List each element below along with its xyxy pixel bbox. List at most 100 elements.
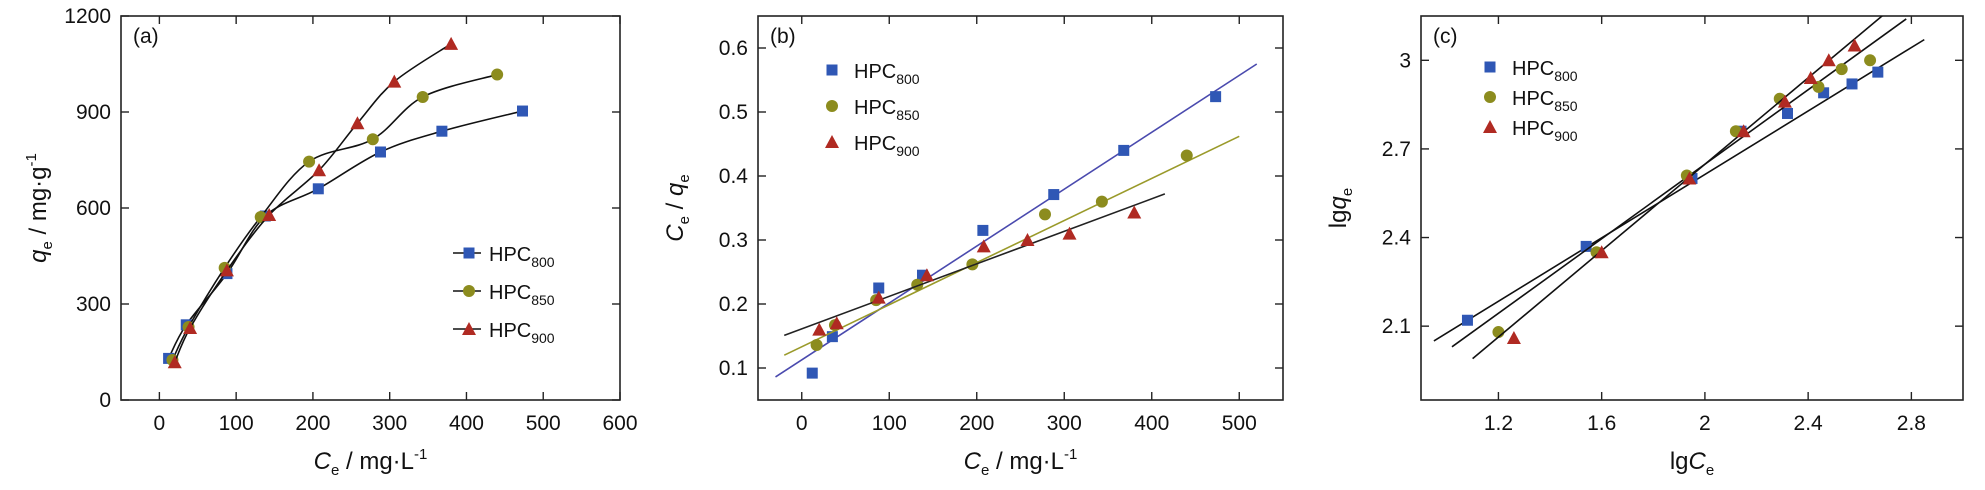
- data-point: [871, 290, 886, 304]
- data-point: [1803, 71, 1818, 85]
- data-point: [262, 208, 277, 222]
- fit-line: [1433, 38, 1925, 342]
- legend: HPC800 HPC850 HPC900: [453, 244, 555, 346]
- legend-marker: [1484, 91, 1496, 103]
- x-tick-label: 2.8: [1897, 412, 1926, 435]
- x-tick-label: 600: [602, 412, 637, 435]
- data-point: [1461, 314, 1473, 326]
- data-point: [374, 146, 386, 158]
- data-point: [350, 116, 365, 130]
- data-point: [1835, 63, 1848, 76]
- data-point: [1846, 78, 1858, 90]
- data-point: [1506, 330, 1521, 344]
- x-tick-label: 0: [796, 412, 808, 435]
- chart-panel-2: 0 100 200 300 400 500 0.1 0.2 0.3 0.4 0.5 0.6 (b) Ce …: [662, 15, 1284, 479]
- panel-label: (a): [133, 25, 159, 48]
- legend-marker: [1483, 120, 1497, 133]
- y-axis-title: lgqe: [1325, 188, 1356, 228]
- data-point: [1580, 240, 1592, 252]
- chart-panel-3: 1.2 1.6 2 2.4 2.8 2.1 2.4 2.7 3 (c) lgCe lgqe HPC800…: [1325, 15, 1964, 479]
- data-point: [219, 263, 234, 277]
- y-tick-label: 300: [76, 293, 111, 316]
- data-point: [491, 68, 504, 81]
- data-point: [312, 183, 324, 195]
- data-point: [303, 155, 316, 168]
- legend-marker: [825, 135, 839, 148]
- data-point: [1095, 195, 1108, 208]
- data-point: [873, 282, 885, 294]
- y-tick-label: 0.1: [719, 357, 748, 380]
- data-point: [517, 105, 529, 117]
- x-tick-label: 2: [1699, 412, 1711, 435]
- y-tick-label: 3: [1399, 49, 1411, 72]
- x-tick-label: 300: [372, 412, 407, 435]
- fit-line: [783, 193, 1166, 337]
- data-point: [1180, 149, 1193, 162]
- legend-label: HPC800: [489, 244, 555, 270]
- data-point: [1821, 53, 1836, 67]
- panel-label: (b): [770, 25, 796, 48]
- data-point: [1594, 245, 1609, 259]
- fit-line: [775, 63, 1258, 378]
- series-line: [174, 43, 452, 363]
- legend-marker: [462, 322, 476, 335]
- legend-marker: [1484, 61, 1496, 73]
- data-point: [444, 36, 459, 50]
- legend-label: HPC900: [489, 320, 555, 346]
- data-point: [1048, 189, 1060, 201]
- data-point: [1118, 144, 1130, 156]
- data-point: [1777, 94, 1792, 108]
- data-point: [1736, 124, 1751, 138]
- series-HPC800: [163, 105, 529, 364]
- data-point: [1781, 107, 1793, 119]
- fit-line: [1451, 18, 1907, 348]
- x-tick-label: 500: [526, 412, 561, 435]
- series-HPC900: [167, 36, 459, 369]
- data-point: [1872, 66, 1884, 78]
- legend-label: HPC850: [489, 282, 555, 308]
- plot-frame: [1420, 15, 1964, 401]
- series-line: [171, 73, 498, 361]
- data-point: [1039, 208, 1051, 221]
- x-tick-label: 1.2: [1484, 412, 1513, 435]
- series-HPC850: [783, 135, 1240, 356]
- y-axis-title: Ce / qe: [662, 174, 693, 241]
- data-point: [1020, 233, 1035, 246]
- series-HPC800: [1433, 38, 1925, 342]
- y-tick-label: 0.2: [719, 293, 748, 316]
- y-tick-label: 600: [76, 197, 111, 220]
- data-point: [1062, 226, 1077, 240]
- data-point: [366, 133, 379, 146]
- y-axis-title: qe / mg·g-1: [23, 153, 56, 263]
- x-tick-label: 0: [154, 412, 166, 435]
- x-tick-label: 200: [959, 412, 994, 435]
- legend-marker: [826, 64, 838, 76]
- plot-area: [1433, 16, 1925, 360]
- series-HPC900: [783, 193, 1166, 337]
- panel-label: (c): [1433, 25, 1458, 48]
- data-point: [387, 74, 402, 88]
- legend-marker: [463, 247, 475, 259]
- data-point: [977, 224, 989, 236]
- x-tick-label: 400: [1134, 412, 1169, 435]
- plot-frame: [757, 15, 1284, 401]
- x-tick-label: 100: [219, 412, 254, 435]
- legend-marker: [463, 285, 475, 297]
- x-tick-label: 100: [872, 412, 907, 435]
- y-tick-label: 2.1: [1382, 315, 1411, 338]
- data-point: [917, 269, 928, 281]
- plot-area: [775, 63, 1258, 379]
- legend: HPC800 HPC850 HPC900: [1483, 58, 1578, 144]
- chart-panel-1: 0 100 200 300 400 500 600 0 300 600 900 1200 (a) Ce /…: [23, 5, 638, 479]
- legend-marker: [826, 100, 838, 112]
- data-point: [1864, 54, 1877, 67]
- x-tick-label: 300: [1047, 412, 1082, 435]
- x-tick-label: 200: [295, 412, 330, 435]
- data-point: [810, 338, 823, 351]
- data-point: [806, 367, 818, 379]
- y-tick-label: 0.4: [719, 165, 749, 188]
- y-tick-label: 2.4: [1382, 227, 1412, 250]
- x-tick-label: 1.6: [1587, 412, 1616, 435]
